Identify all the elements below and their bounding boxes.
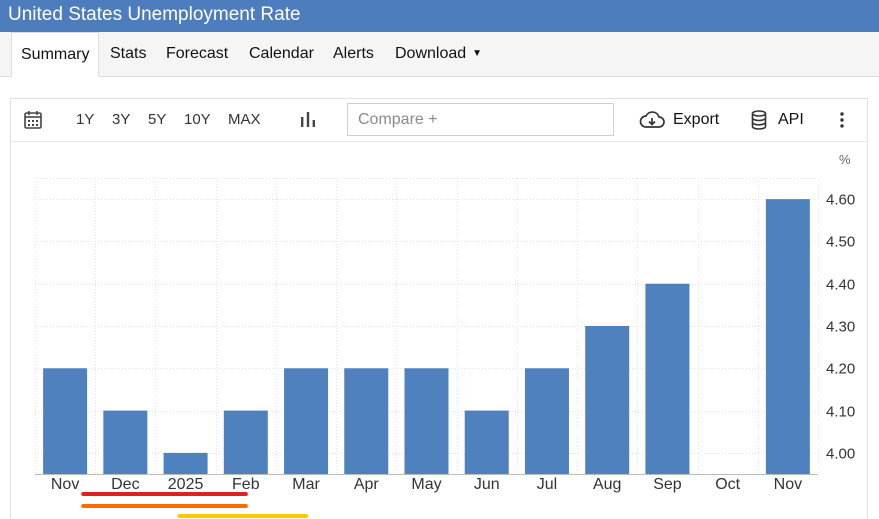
bar-2 — [163, 452, 208, 474]
compare-input[interactable] — [347, 103, 614, 136]
caret-down-icon: ▼ — [472, 48, 483, 59]
y-tick-label: 4.10 — [826, 404, 855, 421]
bar-8 — [524, 368, 569, 474]
more-vertical-icon[interactable] — [840, 112, 844, 130]
database-icon[interactable] — [751, 110, 767, 130]
chart-panel — [10, 98, 868, 519]
x-tick-label: Apr — [354, 476, 380, 493]
range-5y-button[interactable]: 5Y — [148, 111, 167, 128]
y-tick-label: 4.30 — [826, 319, 855, 336]
bar-6 — [404, 368, 449, 474]
cloud-download-icon[interactable] — [639, 111, 665, 129]
y-tick-label: 4.50 — [826, 234, 855, 251]
tab-download-label: Download — [395, 45, 467, 62]
x-tick-label: Sep — [653, 476, 682, 493]
calendar-icon[interactable] — [24, 110, 42, 130]
x-tick-label: Jun — [474, 476, 500, 493]
bar-chart-icon[interactable] — [300, 111, 316, 129]
x-tick-label: Feb — [232, 476, 260, 493]
page-title: United States Unemployment Rate — [0, 0, 879, 32]
y-tick-label: 4.60 — [826, 192, 855, 209]
range-3y-button[interactable]: 3Y — [112, 111, 131, 128]
x-tick-label: Nov — [774, 476, 802, 493]
x-tick-label: Oct — [715, 476, 740, 493]
x-tick-label: Aug — [593, 476, 621, 493]
tab-forecast[interactable]: Forecast — [166, 45, 229, 62]
tab-download[interactable]: Download ▼ — [395, 32, 482, 77]
x-tick-label: 2025 — [168, 476, 204, 493]
bar-0 — [43, 368, 88, 474]
y-tick-label: 4.40 — [826, 277, 855, 294]
bar-3 — [223, 410, 268, 474]
x-tick-label: Dec — [111, 476, 139, 493]
y-tick-label: 4.20 — [826, 361, 855, 378]
bar-5 — [344, 368, 389, 474]
range-1y-button[interactable]: 1Y — [76, 111, 95, 128]
bar-4 — [284, 368, 329, 474]
x-tick-label: Jul — [537, 476, 557, 493]
tab-stats[interactable]: Stats — [110, 45, 147, 62]
range-10y-button[interactable]: 10Y — [184, 111, 211, 128]
bar-1 — [103, 410, 148, 474]
tab-summary[interactable]: Summary — [11, 32, 100, 77]
chart-toolbar: 1Y 3Y 5Y 10Y MAX Export API — [10, 98, 868, 142]
range-max-button[interactable]: MAX — [228, 111, 261, 128]
x-tick-label: May — [411, 476, 441, 493]
y-unit-label: % — [839, 152, 851, 167]
x-tick-label: Nov — [51, 476, 79, 493]
tab-bar: Summary Stats Forecast Calendar Alerts D… — [0, 32, 879, 77]
export-button[interactable]: Export — [673, 111, 720, 128]
bar-7 — [464, 410, 509, 474]
bar-9 — [585, 326, 630, 474]
api-button[interactable]: API — [778, 111, 804, 128]
tab-alerts[interactable]: Alerts — [333, 45, 374, 62]
y-tick-label: 4.00 — [826, 446, 855, 463]
bar-12 — [765, 199, 810, 474]
x-tick-label: Mar — [292, 476, 320, 493]
bar-10 — [645, 283, 690, 474]
tab-calendar[interactable]: Calendar — [249, 45, 314, 62]
